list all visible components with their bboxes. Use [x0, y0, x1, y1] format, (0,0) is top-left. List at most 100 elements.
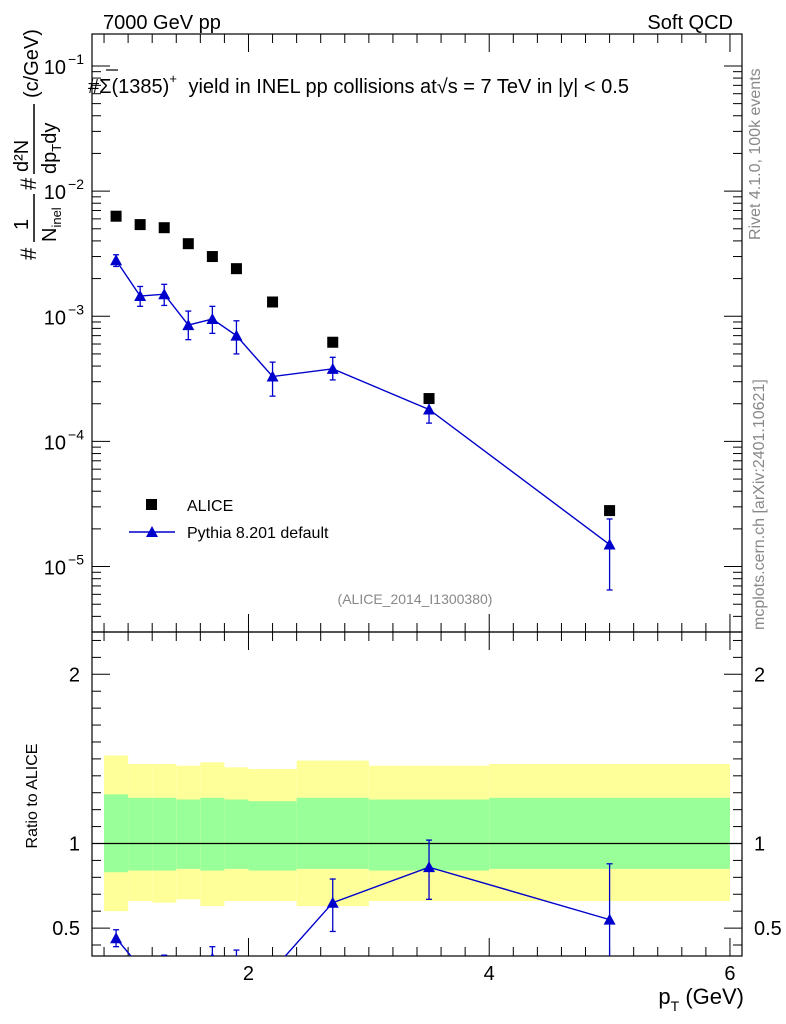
- header-category-label: Soft QCD: [647, 12, 733, 34]
- main-y-tick-exponent: −1: [68, 51, 84, 67]
- ratio-green-band-bin: [296, 797, 369, 869]
- ylabel-t-sub: T: [49, 144, 64, 152]
- ylabel-dy: dy: [39, 123, 61, 144]
- ratio-point: [423, 861, 436, 873]
- pythia-point: [230, 329, 243, 341]
- xlabel-unit: (GeV): [679, 984, 744, 1009]
- main-y-tick-label: 10: [44, 307, 66, 329]
- legend: ALICE Pythia 8.201 default: [129, 498, 329, 542]
- ylabel-hash: #: [16, 247, 41, 260]
- pythia-point: [423, 403, 436, 415]
- ratio-y-tick-label-left: 0.5: [52, 918, 80, 940]
- ratio-point: [603, 913, 616, 925]
- ylabel-unit: (c/GeV): [21, 29, 43, 98]
- ratio-green-band-bin: [176, 799, 201, 869]
- title-hash: #: [88, 76, 100, 98]
- ratio-y-tick-label-left: 1: [69, 833, 80, 855]
- title-charge: +: [169, 71, 177, 86]
- ratio-uncertainty-bands: [92, 755, 742, 912]
- ratio-plot-frame: [91, 631, 743, 957]
- title-text: yield in INEL pp collisions at: [183, 76, 437, 98]
- plot-title: #Σ(1385)+ yield in INEL pp collisions at…: [88, 71, 629, 98]
- ratio-green-band-bin: [104, 794, 129, 873]
- xlabel-t-sub: T: [671, 998, 680, 1014]
- main-axis-ticks: 10−510−410−310−210−1: [44, 34, 742, 633]
- x-tick-label: 2: [243, 963, 254, 985]
- main-y-tick-exponent: −4: [68, 426, 84, 442]
- ratio-y-tick-label-right: 2: [754, 664, 765, 686]
- main-y-tick-exponent: −3: [68, 301, 84, 317]
- ratio-point: [134, 961, 146, 972]
- ylabel-n: N: [39, 228, 61, 242]
- ylabel-hash-2: #: [16, 177, 41, 190]
- main-y-axis-label: # 1 Ninel # d²N dpTdy (c/GeV): [11, 29, 64, 260]
- ratio-green-band-bin: [489, 797, 730, 869]
- xlabel-p: p: [658, 984, 670, 1009]
- main-y-tick-exponent: −2: [68, 176, 84, 192]
- ylabel-one: 1: [11, 219, 33, 230]
- main-y-tick-label: 10: [44, 182, 66, 204]
- alice-point: [134, 219, 146, 231]
- ratio-line: [115, 866, 610, 956]
- rivet-version-label: Rivet 4.1.0, 100k events: [747, 68, 764, 240]
- ratio-series-group: [110, 839, 616, 980]
- pythia-point: [182, 319, 195, 331]
- alice-point: [327, 336, 339, 348]
- alice-point: [230, 263, 242, 275]
- x-axis-label: pT (GeV): [658, 984, 744, 1014]
- title-sqrt: √s = 7 TeV in |y| < 0.5: [437, 76, 629, 98]
- x-tick-label: 4: [484, 963, 495, 985]
- x-tick-label: 6: [724, 963, 735, 985]
- ratio-point: [267, 964, 279, 975]
- main-y-tick-label: 10: [44, 57, 66, 79]
- alice-point: [158, 222, 170, 234]
- pythia-point: [134, 290, 147, 302]
- main-plot-frame: [91, 33, 743, 633]
- ratio-clipped-group: [110, 839, 616, 980]
- ratio-green-band-bin: [128, 797, 153, 871]
- ratio-green-band-bin: [224, 799, 249, 869]
- main-y-tick-exponent: −5: [68, 552, 84, 568]
- title-particle: Σ: [99, 76, 111, 98]
- legend-alice-marker: [146, 499, 157, 510]
- pythia-point: [206, 313, 219, 325]
- main-y-tick-label: 10: [44, 432, 66, 454]
- ratio-green-band-bin: [200, 797, 225, 871]
- mcplots-label: mcplots.cern.ch [arXiv:2401.10621]: [751, 379, 768, 630]
- alice-point: [423, 393, 435, 405]
- legend-alice-label: ALICE: [187, 498, 233, 515]
- ratio-point: [230, 958, 242, 969]
- pythia-point: [158, 288, 171, 300]
- ratio-axis-ticks: 0.5 0.5 1 1 2 2 2 4 6: [52, 632, 782, 985]
- ratio-y-axis-label: Ratio to ALICE: [24, 744, 41, 849]
- header-energy-label: 7000 GeV pp: [103, 12, 221, 34]
- pythia-point: [110, 254, 123, 266]
- pythia-point: [326, 362, 339, 374]
- main-series-group: [110, 210, 616, 591]
- alice-point: [206, 251, 218, 263]
- alice-point: [267, 296, 279, 308]
- ratio-point: [110, 932, 123, 944]
- analysis-watermark: (ALICE_2014_I1300380): [338, 591, 493, 607]
- ratio-point: [210, 952, 215, 956]
- main-y-tick-label: 10: [44, 558, 66, 580]
- ylabel-dpt: dp: [39, 152, 61, 174]
- ratio-y-tick-label-right: 0.5: [754, 918, 782, 940]
- alice-point: [110, 210, 122, 222]
- pythia-line: [115, 259, 611, 546]
- svg-text:dpTdy: dpTdy: [39, 123, 64, 174]
- ratio-point: [182, 969, 194, 980]
- legend-pythia-marker: [146, 526, 158, 537]
- ratio-y-tick-label-right: 1: [754, 833, 765, 855]
- title-mass: (1385): [112, 76, 170, 98]
- ratio-green-band-bin: [248, 801, 297, 871]
- ratio-point: [326, 896, 339, 908]
- ratio-green-band-bin: [152, 797, 177, 871]
- legend-pythia-label: Pythia 8.201 default: [187, 525, 329, 542]
- pythia-point: [266, 370, 279, 382]
- ratio-point: [158, 958, 170, 969]
- alice-point: [604, 505, 616, 517]
- pythia-point: [603, 538, 616, 550]
- ratio-y-tick-label-left: 2: [69, 664, 80, 686]
